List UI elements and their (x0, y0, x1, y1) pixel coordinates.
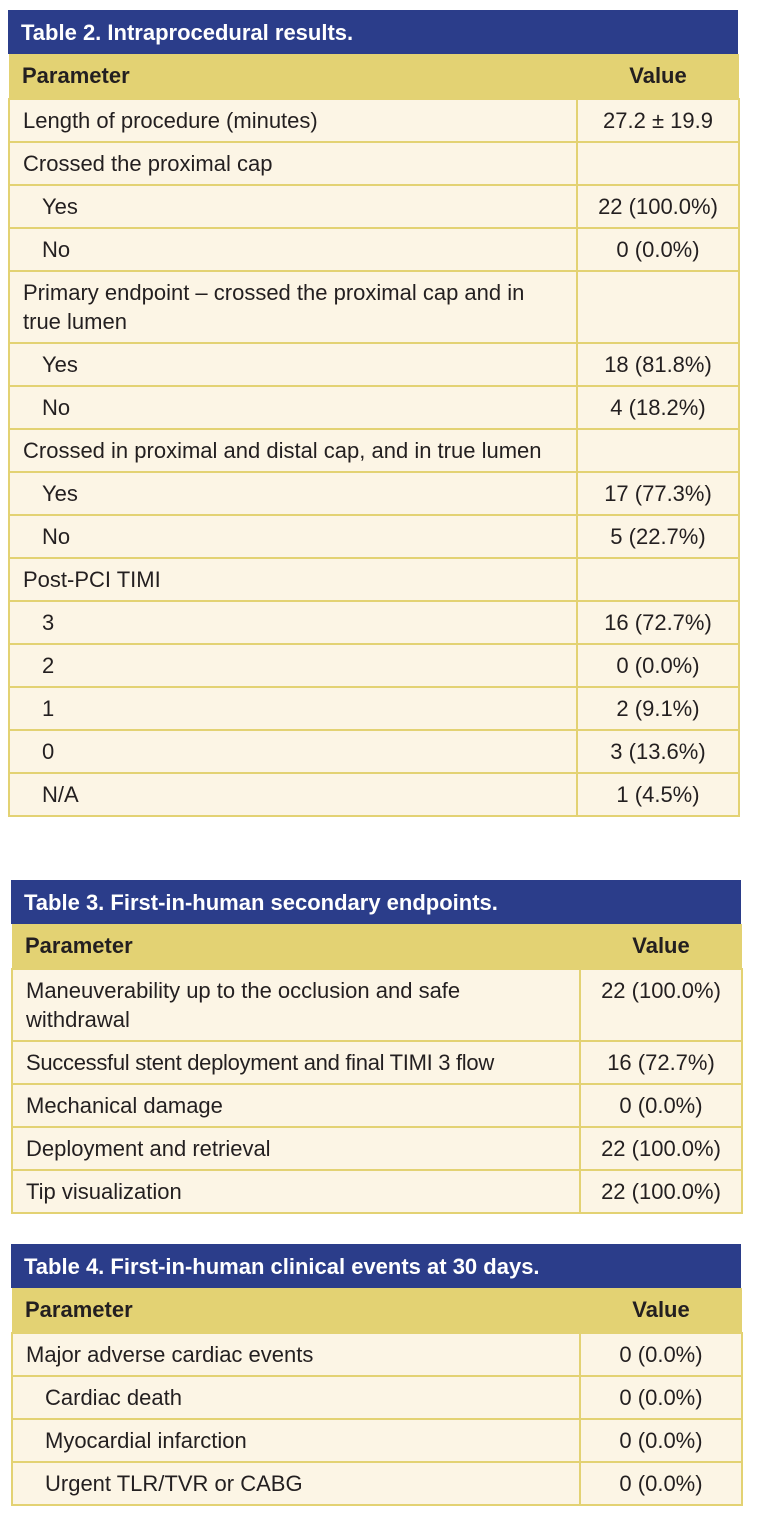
parameter-cell: Tip visualization (11, 1169, 581, 1214)
value-cell: 0 (0.0%) (576, 227, 740, 272)
value-cell: 16 (72.7%) (576, 600, 740, 645)
parameter-cell: Successful stent deployment and final TI… (11, 1040, 581, 1085)
table-2: Table 2. Intraprocedural results. Parame… (8, 10, 740, 817)
parameter-cell: Crossed the proximal cap (8, 141, 578, 186)
column-header-value: Value (580, 924, 742, 969)
table-title: Table 2. Intraprocedural results. (8, 10, 738, 54)
value-cell: 18 (81.8%) (576, 342, 740, 387)
value-cell: 17 (77.3%) (576, 471, 740, 516)
table-row: No 5 (22.7%) (8, 514, 740, 559)
parameter-cell: 3 (8, 600, 578, 645)
value-cell: 0 (0.0%) (579, 1375, 743, 1420)
value-cell: 27.2 ± 19.9 (576, 98, 740, 143)
table-title: Table 3. First-in-human secondary endpoi… (11, 880, 741, 924)
value-cell: 0 (0.0%) (579, 1418, 743, 1463)
table-3: Table 3. First-in-human secondary endpoi… (11, 880, 743, 1214)
table-2-grid: Parameter Value Length of procedure (min… (8, 54, 740, 817)
value-cell (576, 557, 740, 602)
parameter-cell: Crossed in proximal and distal cap, and … (8, 428, 578, 473)
value-cell: 22 (100.0%) (579, 1126, 743, 1171)
parameter-cell: Yes (8, 471, 578, 516)
table-row: No 4 (18.2%) (8, 385, 740, 430)
parameter-cell: Mechanical damage (11, 1083, 581, 1128)
parameter-cell: Length of procedure (minutes) (8, 98, 578, 143)
table-row: Tip visualization 22 (100.0%) (11, 1169, 743, 1214)
value-cell: 16 (72.7%) (579, 1040, 743, 1085)
column-header-value: Value (580, 1288, 742, 1333)
value-cell: 1 (4.5%) (576, 772, 740, 817)
parameter-cell: 0 (8, 729, 578, 774)
column-header-parameter: Parameter (12, 1288, 580, 1333)
table-row: Deployment and retrieval 22 (100.0%) (11, 1126, 743, 1171)
value-cell: 0 (0.0%) (579, 1461, 743, 1506)
column-header-parameter: Parameter (12, 924, 580, 969)
table-row: Length of procedure (minutes) 27.2 ± 19.9 (8, 98, 740, 143)
table-4: Table 4. First-in-human clinical events … (11, 1244, 743, 1506)
table-row: Yes 18 (81.8%) (8, 342, 740, 387)
value-cell: 5 (22.7%) (576, 514, 740, 559)
table-row: Major adverse cardiac events 0 (0.0%) (11, 1332, 743, 1377)
table-title: Table 4. First-in-human clinical events … (11, 1244, 741, 1288)
parameter-cell: Yes (8, 342, 578, 387)
table-row: Urgent TLR/TVR or CABG 0 (0.0%) (11, 1461, 743, 1506)
table-row: Successful stent deployment and final TI… (11, 1040, 743, 1085)
header-row: Parameter Value (12, 924, 742, 969)
table-row: No 0 (0.0%) (8, 227, 740, 272)
table-4-grid: Parameter Value Major adverse cardiac ev… (11, 1288, 743, 1506)
value-cell (576, 270, 740, 344)
header-row: Parameter Value (12, 1288, 742, 1333)
parameter-cell: Urgent TLR/TVR or CABG (11, 1461, 581, 1506)
parameter-cell: Yes (8, 184, 578, 229)
table-row: Cardiac death 0 (0.0%) (11, 1375, 743, 1420)
table-row: Myocardial infarction 0 (0.0%) (11, 1418, 743, 1463)
value-cell (576, 428, 740, 473)
value-cell: 2 (9.1%) (576, 686, 740, 731)
value-cell: 22 (100.0%) (576, 184, 740, 229)
table-row: Mechanical damage 0 (0.0%) (11, 1083, 743, 1128)
value-cell: 0 (0.0%) (579, 1332, 743, 1377)
table-row: Crossed in proximal and distal cap, and … (8, 428, 740, 473)
value-cell: 22 (100.0%) (579, 968, 743, 1042)
parameter-cell: Primary endpoint – crossed the proximal … (8, 270, 578, 344)
parameter-cell: No (8, 385, 578, 430)
table-3-grid: Parameter Value Maneuverability up to th… (11, 924, 743, 1214)
table-row: Primary endpoint – crossed the proximal … (8, 270, 740, 344)
parameter-cell: Major adverse cardiac events (11, 1332, 581, 1377)
value-cell: 3 (13.6%) (576, 729, 740, 774)
value-cell: 22 (100.0%) (579, 1169, 743, 1214)
table-row: Yes 22 (100.0%) (8, 184, 740, 229)
value-cell: 0 (0.0%) (576, 643, 740, 688)
parameter-cell: Maneuverability up to the occlusion and … (11, 968, 581, 1042)
table-row: 3 16 (72.7%) (8, 600, 740, 645)
parameter-cell: Myocardial infarction (11, 1418, 581, 1463)
table-row: Crossed the proximal cap (8, 141, 740, 186)
parameter-cell: N/A (8, 772, 578, 817)
column-header-value: Value (577, 54, 739, 99)
parameter-cell: 1 (8, 686, 578, 731)
table-row: Yes 17 (77.3%) (8, 471, 740, 516)
table-row: N/A 1 (4.5%) (8, 772, 740, 817)
column-header-parameter: Parameter (9, 54, 577, 99)
value-cell: 4 (18.2%) (576, 385, 740, 430)
header-row: Parameter Value (9, 54, 739, 99)
parameter-cell: Cardiac death (11, 1375, 581, 1420)
table-row: Maneuverability up to the occlusion and … (11, 968, 743, 1042)
table-row: Post-PCI TIMI (8, 557, 740, 602)
parameter-cell: 2 (8, 643, 578, 688)
parameter-cell: No (8, 227, 578, 272)
value-cell: 0 (0.0%) (579, 1083, 743, 1128)
parameter-cell: Deployment and retrieval (11, 1126, 581, 1171)
value-cell (576, 141, 740, 186)
parameter-cell: No (8, 514, 578, 559)
parameter-cell: Post-PCI TIMI (8, 557, 578, 602)
